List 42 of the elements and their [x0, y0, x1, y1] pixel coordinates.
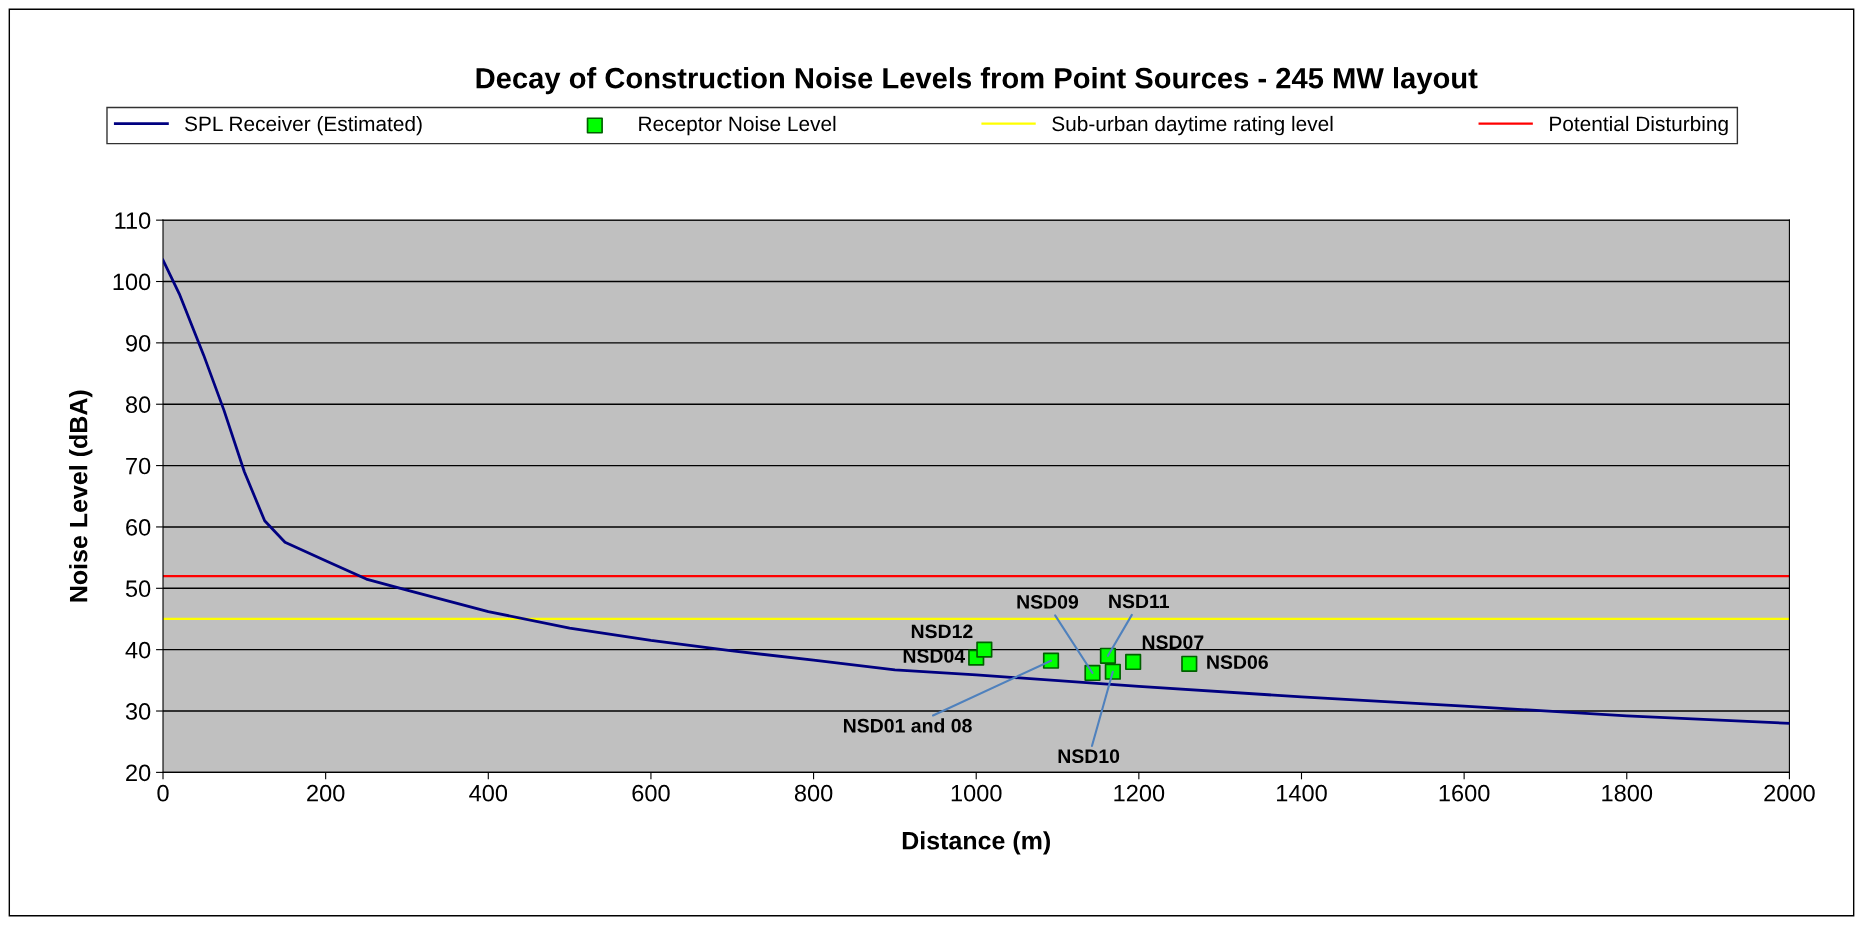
y-tick-label: 110	[115, 212, 151, 229]
y-axis-title: Noise Level (dBA)	[69, 390, 93, 602]
x-tick-label: 1200	[1114, 784, 1165, 802]
y-tick-label: 20	[126, 764, 151, 782]
legend-label: Potential Disturbing	[1550, 115, 1728, 136]
annotation: NSD12	[911, 624, 973, 639]
point	[976, 641, 993, 658]
point	[1084, 664, 1101, 682]
x-tick-label: 1400	[1277, 784, 1327, 802]
y-tick-label: 60	[126, 519, 151, 536]
annotation: NSD11	[1109, 594, 1170, 609]
y-tick-label: 90	[126, 334, 151, 352]
x-tick-label: 800	[794, 784, 833, 802]
x-tick-label: 1800	[1602, 784, 1653, 802]
x-tick-label: 1600	[1439, 784, 1490, 802]
x-axis-title: Distance (m)	[902, 831, 1050, 855]
point	[1099, 647, 1117, 664]
annotation: NSD09	[1017, 594, 1079, 609]
point	[1042, 652, 1060, 669]
y-tick-label: 80	[125, 396, 151, 414]
y-tick-label: 40	[125, 641, 151, 659]
x-tick-label: 1000	[951, 784, 1002, 802]
annotation: NSD07	[1142, 635, 1204, 650]
point	[1104, 663, 1121, 680]
point	[1125, 653, 1142, 671]
x-tick-label: 600	[632, 784, 670, 802]
x-tick-label: 400	[469, 784, 508, 802]
legend-label: Sub-urban daytime rating level	[1052, 115, 1333, 136]
legend-label: SPL Receiver (Estimated)	[185, 115, 422, 136]
annotation: NSD06	[1207, 655, 1268, 669]
annotation: NSD01 and 08	[843, 718, 972, 733]
x-tick-label: 200	[307, 784, 345, 802]
y-tick-label: 70	[126, 457, 151, 475]
chart-title: Decay of Construction Noise Levels from Point Sources - 245 MW layout	[476, 67, 1478, 95]
legend-label: Receptor Noise Level	[639, 115, 836, 136]
y-tick-label: 100	[113, 273, 151, 291]
x-tick-label: 0	[157, 784, 169, 802]
annotation: NSD10	[1058, 749, 1120, 764]
point	[1181, 655, 1198, 672]
x-tick-label: 2000	[1764, 784, 1815, 802]
y-tick-label: 50	[125, 580, 151, 598]
y-tick-label: 30	[125, 703, 151, 720]
